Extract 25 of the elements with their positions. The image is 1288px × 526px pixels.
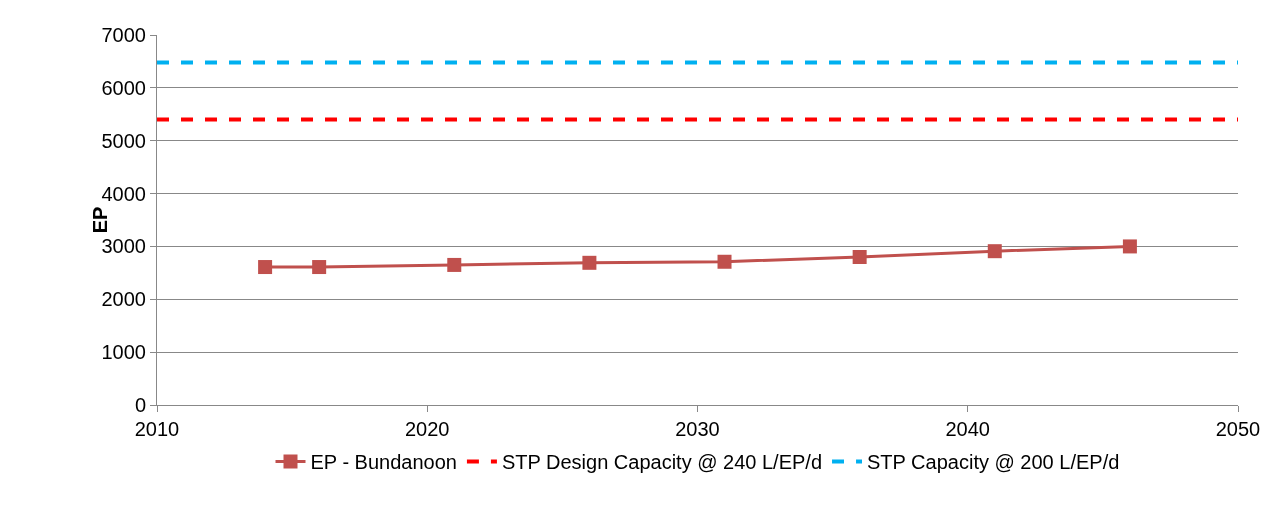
x-tick-label: 2050 (1215, 418, 1261, 440)
y-axis-title: EP (89, 206, 111, 234)
point (447, 257, 462, 272)
x-tick-label: 2030 (675, 418, 720, 440)
point (582, 255, 597, 270)
legend-label: STP Design Capacity @ 240 L/EP/d (501, 451, 823, 474)
point (987, 244, 1002, 259)
y-tick-label: 2000 (101, 288, 146, 311)
point (312, 260, 327, 275)
point (258, 260, 273, 275)
y-tick-label: 7000 (101, 24, 146, 46)
x-tick-label: 2010 (134, 418, 180, 440)
y-tick-label: 5000 (101, 129, 146, 152)
legend-label: STP Capacity @ 200 L/EP/d (867, 451, 1120, 474)
y-tick-label: 3000 (101, 235, 146, 258)
y-tick-label: 6000 (101, 76, 146, 99)
point (717, 254, 732, 269)
point (852, 250, 867, 264)
x-tick-label: 2040 (945, 418, 990, 440)
y-tick-label: 4000 (101, 182, 146, 205)
y-tick-label: 1000 (101, 341, 146, 364)
point (1122, 239, 1137, 254)
y-tick-label: 0 (134, 394, 146, 416)
x-tick-label: 2020 (405, 418, 450, 440)
legend-label: EP - Bundanoon (310, 451, 457, 474)
